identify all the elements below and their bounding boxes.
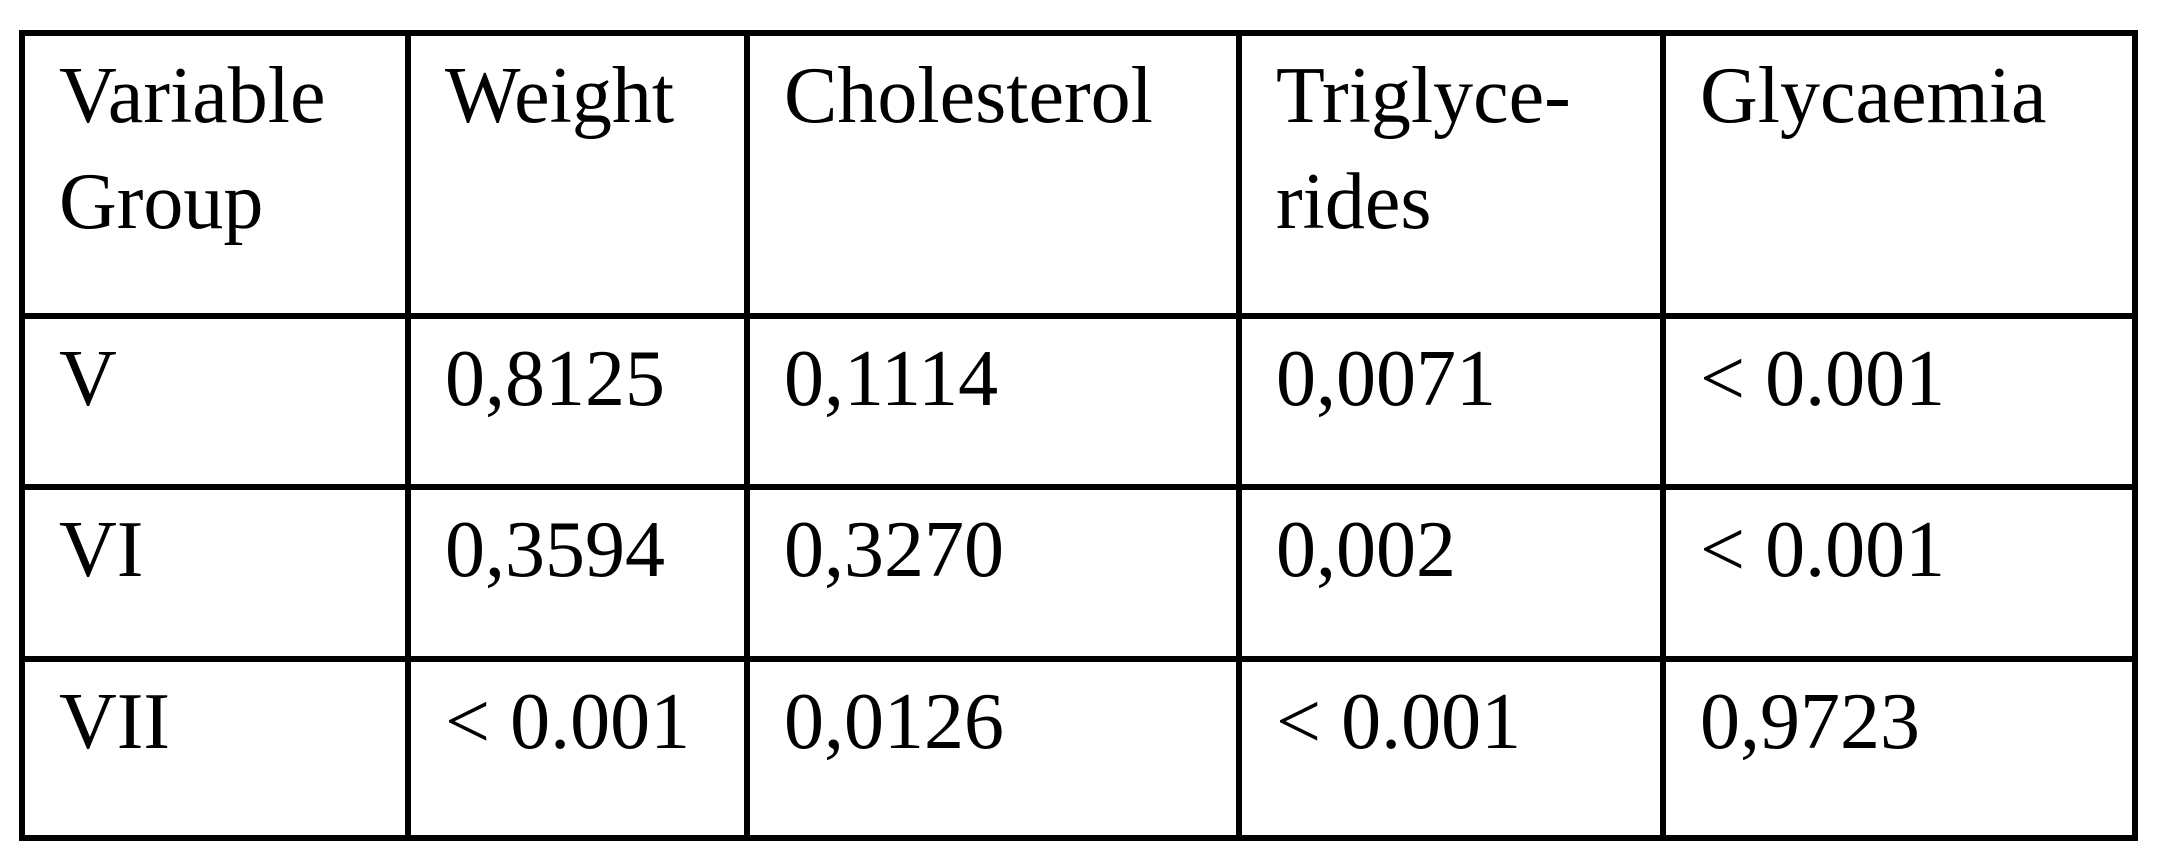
cell-vii-glycaemia: 0,9723 <box>1660 656 2138 841</box>
table-row-group-vi: VI 0,3594 0,3270 0,002 < 0.001 <box>19 484 2138 662</box>
cell-v-glycaemia: < 0.001 <box>1660 313 2138 490</box>
table-row-group-vii: VII < 0.001 0,0126 < 0.001 0,9723 <box>19 656 2138 841</box>
table-row-group-v: V 0,8125 0,1114 0,0071 < 0.001 <box>19 313 2138 490</box>
p-values-table: Variable Group Weight Cholesterol Trigly… <box>19 30 2138 841</box>
header-cell-triglycerides: Triglyce- rides <box>1236 30 1666 319</box>
cell-vii-cholesterol: 0,0126 <box>744 656 1242 841</box>
header-cell-variable-group: Variable Group <box>19 30 411 319</box>
header-row: Variable Group Weight Cholesterol Trigly… <box>19 30 2138 319</box>
cell-v-weight: 0,8125 <box>405 313 750 490</box>
cell-v-triglycerides: 0,0071 <box>1236 313 1666 490</box>
cell-vii-weight: < 0.001 <box>405 656 750 841</box>
cell-vi-glycaemia: < 0.001 <box>1660 484 2138 662</box>
header-cell-cholesterol: Cholesterol <box>744 30 1242 319</box>
cell-vi-cholesterol: 0,3270 <box>744 484 1242 662</box>
cell-v-cholesterol: 0,1114 <box>744 313 1242 490</box>
row-header-group-vi: VI <box>19 484 411 662</box>
header-cell-glycaemia: Glycaemia <box>1660 30 2138 319</box>
header-cell-weight: Weight <box>405 30 750 319</box>
row-header-group-vii: VII <box>19 656 411 841</box>
cell-vi-weight: 0,3594 <box>405 484 750 662</box>
cell-vi-triglycerides: 0,002 <box>1236 484 1666 662</box>
row-header-group-v: V <box>19 313 411 490</box>
cell-vii-triglycerides: < 0.001 <box>1236 656 1666 841</box>
